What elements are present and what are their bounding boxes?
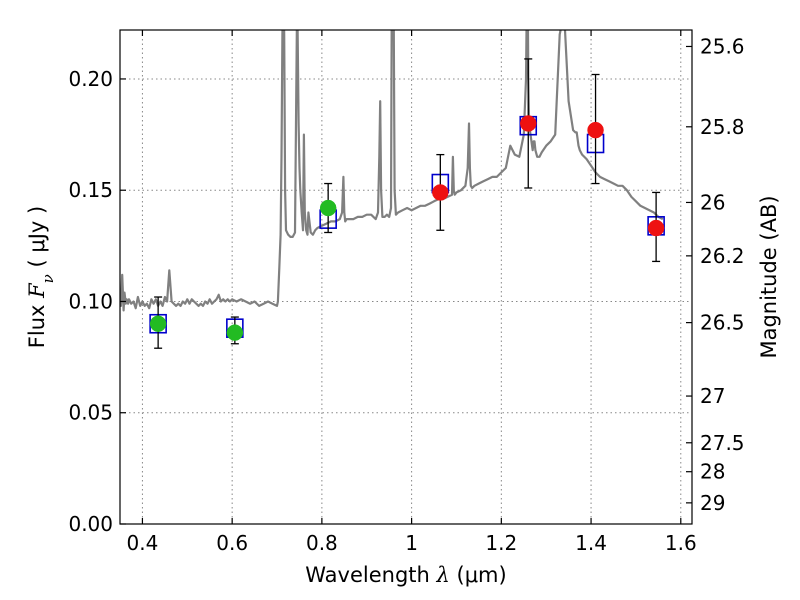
x-tick-label: 0.8 <box>306 531 338 555</box>
y-axis-label-symbol: F <box>25 282 49 299</box>
optical-point <box>149 315 167 332</box>
spectrum-line <box>120 30 664 312</box>
y2-tick-label: 26 <box>700 190 725 214</box>
y-axis-label-subscript: ν <box>39 274 57 283</box>
secondary-y-axis-label: Magnitude (AB) <box>757 195 781 358</box>
y-axis-label: Flux Fν ( μJy ) <box>25 206 57 348</box>
x-axis-label-unit: (μm) <box>450 563 507 587</box>
optical-point <box>319 199 337 217</box>
x-axis-label-text: Wavelength <box>305 563 436 587</box>
x-tick-label: 0.6 <box>216 531 248 555</box>
nir-point <box>647 219 665 237</box>
y2-tick-label: 27 <box>700 384 725 408</box>
x-tick-label: 1.2 <box>485 531 517 555</box>
x-tick-label: 1.4 <box>575 531 607 555</box>
plot-frame <box>119 29 693 525</box>
optical-point <box>226 324 244 341</box>
y-tick-label: 0.00 <box>68 512 113 536</box>
spectrum-series <box>120 30 664 312</box>
y2-tick-label: 26.5 <box>700 311 745 335</box>
y-axis-label-text: Flux <box>25 298 49 348</box>
y2-tick-label: 29 <box>700 491 725 515</box>
x-tick-label: 0.4 <box>127 531 159 555</box>
y2-tick-label: 27.5 <box>700 431 745 455</box>
y2-tick-label: 25.8 <box>700 115 745 139</box>
y-tick-label: 0.15 <box>68 178 113 202</box>
axis-ticks: 0.4 0.6 0.8 1 1.2 1.4 1.6 0.00 0.05 0.10 0.15 0.20 2… <box>68 30 745 555</box>
y-tick-label: 0.20 <box>68 67 113 91</box>
nir-point <box>432 184 449 201</box>
y-axis-label-unit: ( μJy ) <box>25 206 49 274</box>
x-axis-label-symbol: λ <box>436 563 450 587</box>
nir-point <box>587 121 604 139</box>
y2-tick-label: 26.2 <box>700 244 745 268</box>
x-tick-label: 1 <box>405 531 418 555</box>
y2-tick-label: 28 <box>700 460 725 484</box>
photometry-series <box>149 58 665 349</box>
y2-tick-label: 25.6 <box>700 34 745 58</box>
x-tick-label: 1.6 <box>665 531 697 555</box>
nir-point <box>520 115 537 132</box>
y-tick-label: 0.05 <box>68 401 113 425</box>
y-tick-label: 0.10 <box>68 289 113 313</box>
x-axis-label: Wavelength λ (μm) <box>305 563 506 587</box>
